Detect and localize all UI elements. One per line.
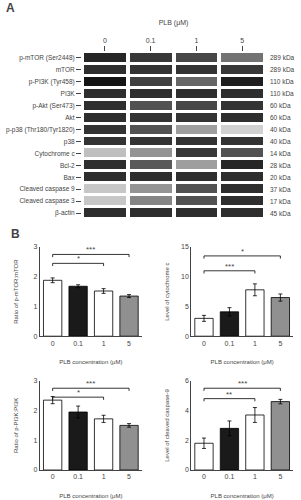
svg-text:2: 2 (185, 437, 189, 444)
svg-text:Cleaved caspase 3: Cleaved caspase 3 (19, 197, 75, 205)
svg-text:p-mTOR (Ser2448): p-mTOR (Ser2448) (19, 54, 75, 62)
svg-text:0: 0 (34, 333, 38, 340)
svg-text:289 kDa: 289 kDa (270, 54, 295, 61)
svg-text:PLB (μM): PLB (μM) (159, 19, 189, 27)
svg-text:0.1: 0.1 (73, 473, 83, 480)
svg-text:*: * (77, 254, 80, 263)
svg-text:110 kDa: 110 kDa (270, 78, 294, 85)
svg-text:60 kDa: 60 kDa (270, 102, 291, 109)
svg-text:Akt: Akt (65, 114, 75, 121)
svg-text:0: 0 (51, 340, 55, 347)
svg-text:2: 2 (34, 407, 38, 414)
svg-text:0: 0 (185, 333, 189, 340)
svg-text:1: 1 (102, 340, 106, 347)
svg-text:15: 15 (181, 243, 189, 250)
svg-text:0: 0 (34, 466, 38, 473)
svg-text:p-PI3K (Tyr458): p-PI3K (Tyr458) (29, 78, 75, 86)
svg-text:3: 3 (34, 243, 38, 250)
svg-text:PLB concentration (μM): PLB concentration (μM) (211, 359, 274, 365)
svg-text:40 kDa: 40 kDa (270, 126, 291, 133)
svg-text:Cytochrome c: Cytochrome c (35, 150, 76, 158)
svg-text:Cleaved caspase 9: Cleaved caspase 9 (19, 185, 75, 193)
svg-text:*: * (241, 247, 244, 256)
svg-text:Level of cleaved caspase-9: Level of cleaved caspase-9 (164, 388, 170, 461)
svg-text:37 kDa: 37 kDa (270, 186, 291, 193)
svg-text:***: *** (225, 262, 234, 271)
svg-text:5: 5 (127, 473, 131, 480)
svg-text:0: 0 (103, 37, 107, 44)
svg-text:1: 1 (253, 473, 257, 480)
svg-text:0.1: 0.1 (225, 473, 235, 480)
svg-text:Ratio of p-mTOR:mTOR: Ratio of p-mTOR:mTOR (13, 259, 19, 324)
svg-text:p-Akt (Ser473): p-Akt (Ser473) (32, 102, 74, 110)
svg-text:3: 3 (34, 377, 38, 384)
svg-text:PLB concentration (μM): PLB concentration (μM) (59, 493, 122, 499)
svg-text:B: B (11, 227, 20, 241)
svg-text:Bcl-2: Bcl-2 (60, 162, 75, 169)
svg-text:20 kDa: 20 kDa (270, 174, 291, 181)
svg-text:**: ** (226, 390, 232, 399)
svg-text:0: 0 (202, 340, 206, 347)
svg-text:5: 5 (185, 303, 189, 310)
svg-text:45 kDa: 45 kDa (270, 210, 291, 217)
svg-text:1: 1 (34, 303, 38, 310)
svg-text:17 kDa: 17 kDa (270, 198, 291, 205)
svg-text:40 kDa: 40 kDa (270, 138, 291, 145)
svg-text:1: 1 (253, 340, 257, 347)
svg-text:5: 5 (240, 37, 244, 44)
svg-text:Level of cytochrome c: Level of cytochrome c (164, 262, 170, 320)
svg-text:5: 5 (127, 340, 131, 347)
svg-text:0.1: 0.1 (73, 340, 83, 347)
svg-text:0.1: 0.1 (146, 37, 156, 44)
svg-text:4: 4 (185, 407, 189, 414)
svg-text:0: 0 (185, 466, 189, 473)
svg-text:PLB concentration (μM): PLB concentration (μM) (59, 359, 122, 365)
svg-text:Bax: Bax (63, 174, 75, 181)
svg-text:5: 5 (278, 340, 282, 347)
svg-text:***: *** (86, 379, 95, 388)
svg-text:60 kDa: 60 kDa (270, 114, 291, 121)
svg-text:β-actin: β-actin (55, 209, 75, 217)
svg-text:6: 6 (185, 377, 189, 384)
svg-text:14 kDa: 14 kDa (270, 150, 291, 157)
svg-text:Ratio of p-PI3K:PI3K: Ratio of p-PI3K:PI3K (13, 398, 19, 453)
svg-text:28 kDa: 28 kDa (270, 162, 291, 169)
svg-text:p38: p38 (64, 138, 75, 146)
svg-text:1: 1 (194, 37, 198, 44)
svg-text:mTOR: mTOR (56, 66, 75, 73)
svg-text:10: 10 (181, 273, 189, 280)
svg-text:110 kDa: 110 kDa (270, 90, 294, 97)
svg-text:1: 1 (102, 473, 106, 480)
svg-text:PI3K: PI3K (61, 90, 76, 97)
svg-text:***: *** (238, 379, 247, 388)
svg-text:***: *** (86, 245, 95, 254)
svg-text:0: 0 (202, 473, 206, 480)
svg-text:A: A (6, 1, 15, 15)
svg-text:2: 2 (34, 273, 38, 280)
svg-text:0.1: 0.1 (225, 340, 235, 347)
svg-text:5: 5 (278, 473, 282, 480)
svg-text:1: 1 (34, 437, 38, 444)
svg-text:*: * (77, 388, 80, 397)
svg-text:p-p38 (Thr180/Tyr1820): p-p38 (Thr180/Tyr1820) (6, 126, 75, 134)
svg-text:PLB concentration (μM): PLB concentration (μM) (211, 493, 274, 499)
svg-text:0: 0 (51, 473, 55, 480)
svg-text:289 kDa: 289 kDa (270, 66, 295, 73)
